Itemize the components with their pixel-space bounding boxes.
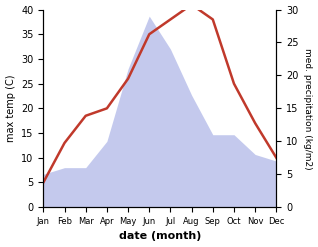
Y-axis label: max temp (C): max temp (C): [5, 75, 16, 142]
Y-axis label: med. precipitation (kg/m2): med. precipitation (kg/m2): [303, 48, 313, 169]
X-axis label: date (month): date (month): [119, 231, 201, 242]
